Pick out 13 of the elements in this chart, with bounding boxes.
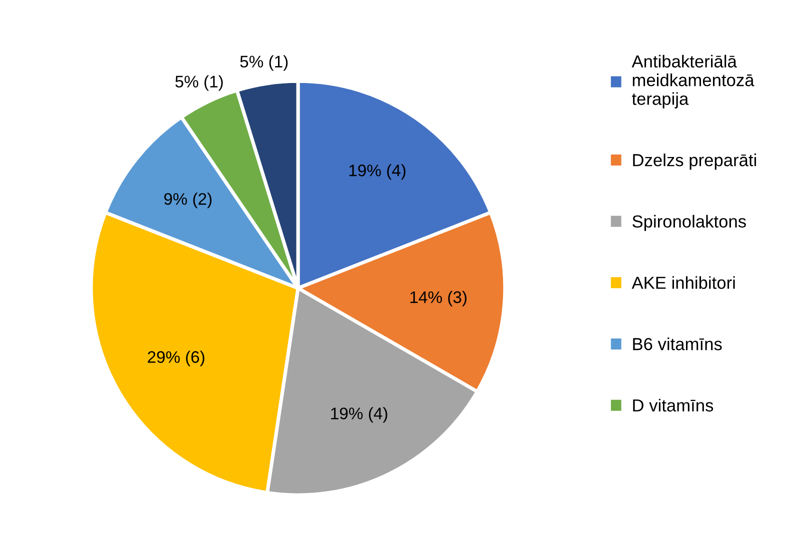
data-label: 9% (2) — [164, 192, 212, 208]
legend-label: Antibakteriālā meidkamentozā terapija — [632, 54, 754, 108]
data-label: 5% (1) — [240, 55, 288, 71]
legend-label: B6 vitamīns — [633, 338, 722, 350]
legend-label: Dzelzs preparāti — [633, 154, 756, 170]
data-label: 19% (4) — [349, 164, 406, 180]
data-label: 19% (4) — [331, 407, 388, 423]
data-label: 5% (1) — [175, 75, 223, 91]
data-label: 14% (3) — [410, 290, 466, 306]
legend-label: AKE inhibitori — [632, 276, 735, 289]
legend-label: Spironolaktons — [632, 214, 746, 232]
legend-label: D vitamīns — [633, 398, 714, 412]
data-label: 29% (6) — [148, 350, 204, 366]
